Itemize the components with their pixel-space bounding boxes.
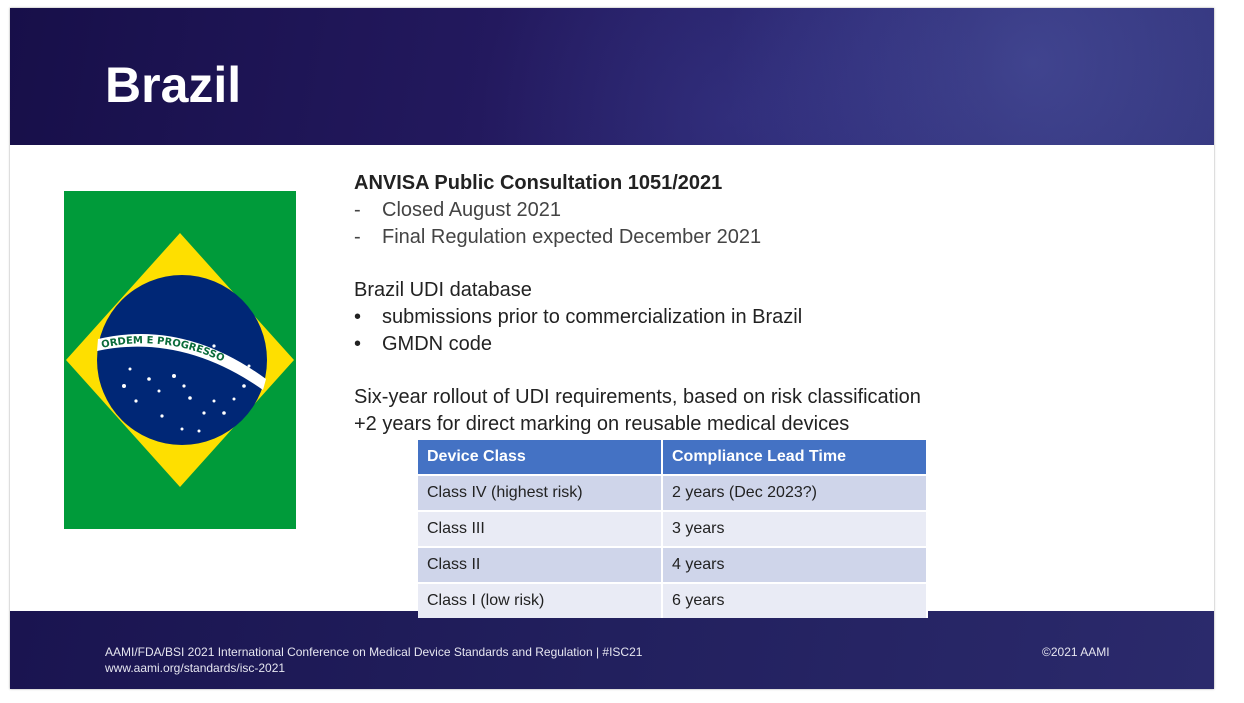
table-cell: Class II	[418, 546, 663, 583]
lead-time-table: Device Class Compliance Lead Time Class …	[418, 440, 928, 618]
consultation-heading: ANVISA Public Consultation 1051/2021	[354, 172, 723, 194]
table-cell: 3 years	[662, 510, 928, 547]
table-header-row: Device Class Compliance Lead Time	[418, 440, 928, 475]
table-row: Class I (low risk) 6 years	[418, 582, 928, 618]
table-cell: Class III	[418, 510, 663, 547]
column-header-device-class: Device Class	[418, 440, 663, 475]
table-cell: Class IV (highest risk)	[418, 474, 663, 511]
conference-url: www.aami.org/standards/isc-2021	[105, 661, 286, 675]
slide-footer: AAMI/FDA/BSI 2021 International Conferen…	[10, 611, 1214, 689]
list-item: GMDN code	[354, 331, 1054, 358]
table-row: Class IV (highest risk) 2 years (Dec 202…	[418, 474, 928, 511]
database-title: Brazil UDI database	[354, 279, 532, 301]
header-background	[10, 8, 1214, 145]
table-row: Class III 3 years	[418, 510, 928, 547]
list-item: submissions prior to commercialization i…	[354, 304, 1054, 331]
rollout-text-line-1: Six-year rollout of UDI requirements, ba…	[354, 386, 921, 408]
slide-header: Brazil	[10, 8, 1214, 145]
list-item: Final Regulation expected December 2021	[354, 224, 1054, 251]
list-item: Closed August 2021	[354, 197, 1054, 224]
table-cell: Class I (low risk)	[418, 582, 663, 618]
table-cell: 6 years	[662, 582, 928, 618]
column-header-lead-time: Compliance Lead Time	[662, 440, 928, 475]
conference-name: AAMI/FDA/BSI 2021 International Conferen…	[105, 645, 643, 659]
slide: Brazil ORDEM E PROGRESSO ANVISA Public C…	[10, 8, 1214, 689]
slide-title: Brazil	[105, 57, 242, 113]
consultation-list: Closed August 2021 Final Regulation expe…	[354, 197, 1054, 251]
table-cell: 4 years	[662, 546, 928, 583]
database-list: submissions prior to commercialization i…	[354, 304, 1054, 358]
rollout-text-line-2: +2 years for direct marking on reusable …	[354, 413, 850, 435]
brazil-flag-icon: ORDEM E PROGRESSO	[64, 191, 296, 529]
content-block: ANVISA Public Consultation 1051/2021 Clo…	[354, 170, 1054, 438]
copyright: ©2021 AAMI	[1042, 645, 1110, 659]
table-row: Class II 4 years	[418, 546, 928, 583]
table-cell: 2 years (Dec 2023?)	[662, 474, 928, 511]
